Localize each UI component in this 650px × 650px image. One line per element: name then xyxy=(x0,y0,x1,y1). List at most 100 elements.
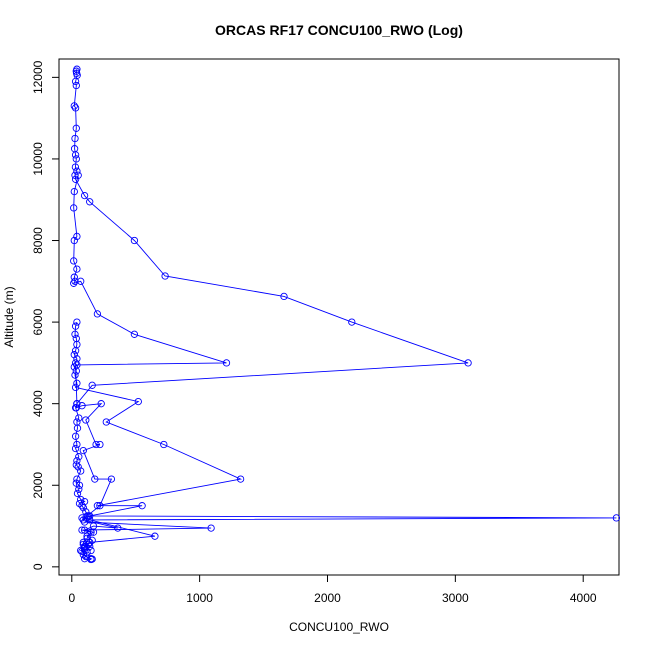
series-line-1 xyxy=(73,69,617,560)
data-point xyxy=(71,444,80,453)
x-axis-label: CONCU100_RWO xyxy=(289,620,389,634)
data-point xyxy=(70,236,78,245)
data-point xyxy=(70,279,78,287)
data-point xyxy=(73,355,81,363)
data-point xyxy=(130,236,139,245)
data-point xyxy=(71,371,79,379)
data-point xyxy=(93,502,102,510)
data-point xyxy=(80,543,89,551)
series-layer xyxy=(70,65,621,564)
data-point xyxy=(75,485,83,493)
data-point xyxy=(161,272,169,280)
x-tick-label: 0 xyxy=(68,591,75,605)
data-point xyxy=(87,546,95,555)
data-point xyxy=(71,151,80,159)
data-point xyxy=(348,318,356,326)
data-point xyxy=(71,134,79,143)
data-point xyxy=(77,277,85,285)
data-point xyxy=(83,512,91,520)
x-tick-label: 4000 xyxy=(570,591,597,605)
series-line-2 xyxy=(72,175,243,560)
data-point xyxy=(70,351,78,359)
data-point xyxy=(71,175,80,183)
data-point xyxy=(91,475,99,483)
data-point xyxy=(73,167,81,175)
y-tick-label: 6000 xyxy=(31,308,45,335)
data-point xyxy=(79,516,87,524)
data-point xyxy=(82,416,90,424)
data-point xyxy=(86,198,94,206)
data-point xyxy=(71,277,79,285)
data-point xyxy=(134,397,142,406)
x-tick-label: 2000 xyxy=(314,591,341,605)
data-point xyxy=(73,400,81,408)
data-point xyxy=(71,330,79,338)
data-point xyxy=(88,536,96,544)
data-point xyxy=(72,461,80,469)
x-tick-label: 3000 xyxy=(442,591,469,605)
data-point xyxy=(75,414,83,422)
data-point xyxy=(78,402,86,410)
data-point xyxy=(70,363,78,371)
data-point xyxy=(73,424,82,432)
data-point xyxy=(207,524,215,532)
data-point xyxy=(73,232,81,241)
y-tick-label: 4000 xyxy=(31,390,45,417)
series-line-3 xyxy=(73,321,118,551)
data-point xyxy=(73,440,81,449)
data-point xyxy=(89,528,98,536)
data-point xyxy=(92,440,100,449)
data-point xyxy=(222,359,231,367)
data-point xyxy=(80,191,89,200)
data-point xyxy=(73,379,81,387)
data-point xyxy=(71,171,79,179)
data-point xyxy=(71,104,80,112)
data-point xyxy=(75,453,83,461)
y-axis: 0 2000 4000 6000 8000 10000 12000 xyxy=(31,60,60,570)
data-point xyxy=(73,318,81,326)
data-point xyxy=(79,446,87,455)
data-point xyxy=(107,475,116,483)
data-point xyxy=(130,330,139,338)
data-point xyxy=(75,481,84,489)
data-point xyxy=(71,77,80,86)
data-point xyxy=(464,359,472,367)
data-point xyxy=(79,504,87,512)
x-tick-label: 1000 xyxy=(186,591,213,605)
data-point xyxy=(77,467,85,475)
data-point xyxy=(114,524,122,532)
data-point xyxy=(72,155,80,163)
data-point xyxy=(97,400,105,408)
data-point xyxy=(73,489,82,498)
data-point xyxy=(612,514,621,522)
y-tick-label: 8000 xyxy=(31,227,45,254)
data-point xyxy=(138,502,146,510)
data-point xyxy=(236,475,245,483)
y-tick-label: 0 xyxy=(31,563,45,570)
data-point xyxy=(160,440,168,449)
y-axis-label: Altitude (m) xyxy=(2,286,16,347)
data-point xyxy=(71,163,80,171)
data-point xyxy=(151,532,159,540)
data-point xyxy=(96,502,104,510)
data-point xyxy=(86,538,94,547)
data-point xyxy=(73,265,81,273)
data-point xyxy=(75,499,84,508)
data-point xyxy=(71,359,80,367)
data-point xyxy=(70,257,78,265)
data-point xyxy=(74,171,82,179)
data-point xyxy=(102,418,110,426)
data-point xyxy=(71,322,80,330)
data-point xyxy=(96,440,104,449)
data-point xyxy=(280,292,288,301)
data-point xyxy=(88,381,96,389)
data-point xyxy=(71,432,80,440)
data-point xyxy=(73,475,81,483)
data-point xyxy=(71,347,80,355)
chart-title: ORCAS RF17 CONCU100_RWO (Log) xyxy=(215,22,463,38)
y-tick-label: 10000 xyxy=(31,142,45,176)
data-point xyxy=(70,187,78,196)
data-point xyxy=(71,383,80,392)
data-point xyxy=(72,124,80,132)
